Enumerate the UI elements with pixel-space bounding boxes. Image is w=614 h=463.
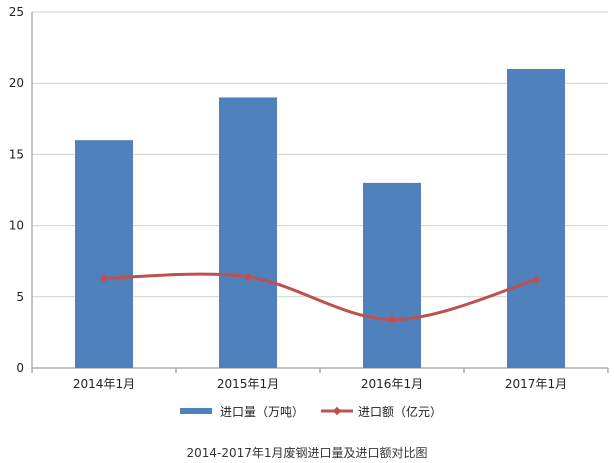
y-tick-label: 0: [16, 361, 24, 375]
y-tick-label: 20: [9, 76, 24, 90]
bar: [219, 97, 277, 368]
line-point: [243, 272, 253, 282]
y-tick-label: 25: [9, 5, 24, 19]
legend-swatch-bar: [180, 408, 212, 414]
line-path: [103, 272, 537, 322]
y-tick-label: 5: [16, 290, 24, 304]
bar-series: [75, 68, 565, 369]
bar: [75, 140, 133, 368]
legend-label-line: 进口额（亿元）: [358, 404, 442, 419]
x-tick-label: 2017年1月: [505, 377, 567, 391]
y-axis: 0 5 10 15 20 25: [9, 5, 24, 375]
x-tick-label: 2016年1月: [361, 377, 423, 391]
line-point: [99, 274, 109, 283]
y-tick-label: 15: [9, 147, 24, 161]
y-tick-label: 10: [9, 219, 24, 233]
line-point: [387, 315, 397, 324]
x-tick-label: 2014年1月: [73, 377, 135, 391]
x-axis: 2014年1月 2015年1月 2016年1月 2017年1月: [31, 12, 609, 391]
line-point: [531, 275, 541, 284]
legend-label-bar: 进口量（万吨）: [220, 405, 304, 419]
legend: 进口量（万吨） 进口额（亿元）: [180, 404, 442, 419]
x-tick-label: 2015年1月: [217, 377, 279, 391]
legend-swatch-marker: [332, 406, 342, 416]
chart-caption: 2014-2017年1月废钢进口量及进口额对比图: [186, 445, 427, 460]
bar: [507, 68, 565, 369]
bar: [363, 182, 421, 368]
line-series: [99, 272, 541, 324]
